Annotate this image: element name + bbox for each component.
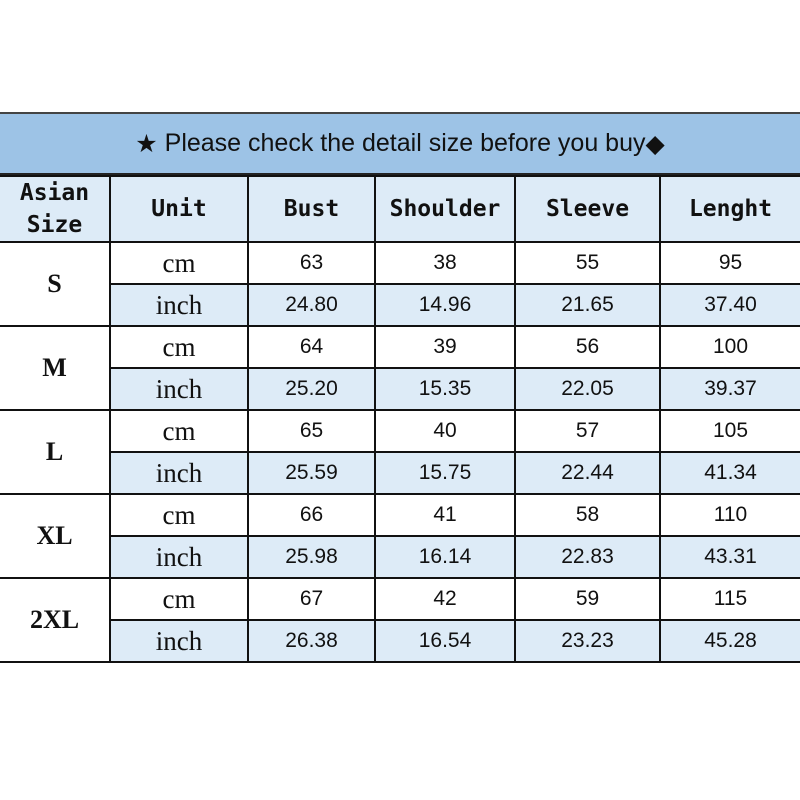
value-cell: 23.23 (514, 619, 661, 663)
size-table: Asian Size Unit Bust Shoulder Sleeve Len… (0, 175, 800, 663)
value-cell: 95 (659, 241, 800, 285)
unit-cell: inch (110, 283, 249, 327)
value-cell: 39.37 (659, 367, 800, 411)
value-cell: 63 (247, 241, 376, 285)
value-cell: 40 (374, 409, 516, 453)
table-row: 2XL cm 67 42 59 115 (0, 577, 800, 663)
header-sleeve: Sleeve (514, 175, 661, 243)
value-cell: 105 (659, 409, 800, 453)
value-cell: 22.05 (514, 367, 661, 411)
unit-cell: inch (110, 535, 249, 579)
value-cell: 39 (374, 325, 516, 369)
unit-cell: inch (110, 367, 249, 411)
unit-cell: cm (109, 493, 249, 537)
table-row: XL cm 66 41 58 110 (0, 493, 800, 579)
header-bust: Bust (247, 175, 376, 243)
value-cell: 16.14 (374, 535, 516, 579)
header-length: Lenght (659, 175, 800, 243)
value-cell: 59 (514, 577, 661, 621)
value-cell: 56 (514, 325, 661, 369)
value-cell: 58 (514, 493, 661, 537)
header-row: Asian Size Unit Bust Shoulder Sleeve Len… (0, 175, 800, 243)
value-cell: 25.98 (247, 535, 376, 579)
table-row: inch 25.98 16.14 22.83 43.31 (0, 535, 800, 579)
value-cell: 57 (514, 409, 661, 453)
value-cell: 67 (247, 577, 376, 621)
value-cell: 43.31 (659, 535, 800, 579)
header-unit: Unit (109, 175, 249, 243)
value-cell: 14.96 (374, 283, 516, 327)
diamond-icon: ◆ (645, 129, 665, 158)
value-cell: 66 (247, 493, 376, 537)
size-label: L (0, 409, 111, 495)
value-cell: 26.38 (247, 619, 376, 663)
unit-cell: inch (110, 451, 249, 495)
unit-cell: cm (109, 241, 249, 285)
value-cell: 15.35 (374, 367, 516, 411)
unit-cell: cm (109, 409, 249, 453)
size-chart: ★ Please check the detail size before yo… (0, 112, 800, 663)
value-cell: 41 (374, 493, 516, 537)
value-cell: 25.20 (247, 367, 376, 411)
value-cell: 22.83 (514, 535, 661, 579)
table-row: inch 26.38 16.54 23.23 45.28 (0, 619, 800, 663)
size-label: 2XL (0, 577, 111, 663)
header-shoulder: Shoulder (374, 175, 516, 243)
value-cell: 64 (247, 325, 376, 369)
header-asian-size: Asian Size (0, 175, 111, 243)
size-label: S (0, 241, 111, 327)
table-row: inch 25.20 15.35 22.05 39.37 (0, 367, 800, 411)
table-row: inch 24.80 14.96 21.65 37.40 (0, 283, 800, 327)
value-cell: 42 (374, 577, 516, 621)
chart-title: ★ Please check the detail size before yo… (0, 112, 800, 175)
size-label: M (0, 325, 111, 411)
unit-cell: cm (109, 325, 249, 369)
value-cell: 16.54 (374, 619, 516, 663)
value-cell: 21.65 (514, 283, 661, 327)
value-cell: 55 (514, 241, 661, 285)
value-cell: 115 (659, 577, 800, 621)
unit-cell: cm (109, 577, 249, 621)
value-cell: 25.59 (247, 451, 376, 495)
value-cell: 41.34 (659, 451, 800, 495)
title-text: Please check the detail size before you … (164, 129, 646, 157)
value-cell: 15.75 (374, 451, 516, 495)
value-cell: 110 (659, 493, 800, 537)
value-cell: 100 (659, 325, 800, 369)
star-icon: ★ (135, 129, 158, 158)
value-cell: 38 (374, 241, 516, 285)
value-cell: 37.40 (659, 283, 800, 327)
table-row: inch 25.59 15.75 22.44 41.34 (0, 451, 800, 495)
value-cell: 22.44 (514, 451, 661, 495)
value-cell: 45.28 (659, 619, 800, 663)
size-label: XL (0, 493, 111, 579)
value-cell: 24.80 (247, 283, 376, 327)
value-cell: 65 (247, 409, 376, 453)
unit-cell: inch (110, 619, 249, 663)
